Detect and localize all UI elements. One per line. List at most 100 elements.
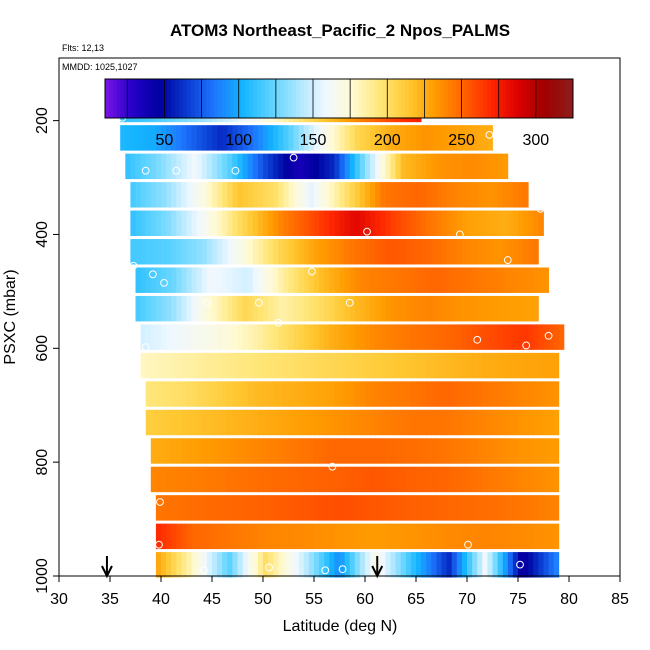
heatmap-cell bbox=[329, 495, 335, 521]
heatmap-cell bbox=[196, 239, 203, 265]
heatmap-cell bbox=[217, 409, 223, 436]
heatmap-cell bbox=[405, 153, 412, 180]
colorbar-segment bbox=[225, 79, 231, 118]
heatmap-cell bbox=[166, 466, 172, 493]
heatmap-cell bbox=[227, 523, 233, 550]
heatmap-cell bbox=[502, 552, 509, 578]
heatmap-cell bbox=[161, 381, 167, 407]
heatmap-cell bbox=[512, 239, 519, 265]
heatmap-cell bbox=[477, 552, 483, 578]
heatmap-cell bbox=[329, 552, 335, 578]
heatmap-cell bbox=[334, 409, 340, 436]
heatmap-cell bbox=[298, 466, 305, 493]
heatmap-cell bbox=[543, 381, 549, 407]
heatmap-cell bbox=[273, 381, 279, 407]
heatmap-cell bbox=[410, 352, 417, 379]
heatmap-cell bbox=[222, 295, 228, 322]
heatmap-cell bbox=[303, 523, 310, 550]
colorbar-segment bbox=[186, 79, 192, 118]
x-axis: 30 35 40 45 50 55 60 65 70 75 80 85 bbox=[50, 576, 629, 608]
heatmap-cell bbox=[395, 352, 402, 379]
heatmap-cell bbox=[492, 438, 498, 464]
heatmap-cell bbox=[533, 352, 539, 379]
heatmap-cell bbox=[176, 182, 182, 208]
heatmap-cell bbox=[288, 352, 294, 379]
heatmap-cell bbox=[314, 210, 320, 236]
heatmap-cell bbox=[426, 153, 432, 180]
heatmap-cell bbox=[416, 352, 422, 379]
heatmap-cell bbox=[405, 210, 412, 236]
heatmap-cell bbox=[176, 125, 182, 151]
heatmap-cell bbox=[472, 267, 478, 293]
heatmap-cell bbox=[487, 466, 493, 493]
heatmap-cell bbox=[436, 466, 442, 493]
heatmap-cell bbox=[487, 324, 493, 350]
colorbar-segment bbox=[537, 79, 543, 118]
heatmap-cell bbox=[426, 267, 432, 293]
heatmap-cell bbox=[334, 182, 340, 208]
heatmap-cell bbox=[268, 267, 274, 293]
heatmap-cell bbox=[339, 466, 345, 493]
heatmap-cell bbox=[477, 466, 483, 493]
heatmap-cell bbox=[166, 523, 172, 550]
heatmap-cell bbox=[365, 267, 371, 293]
heatmap-cell bbox=[492, 182, 498, 208]
heatmap-cell bbox=[523, 409, 529, 436]
heatmap-cell bbox=[196, 210, 203, 236]
heatmap-cell bbox=[257, 552, 264, 578]
heatmap-cell bbox=[380, 267, 386, 293]
heatmap-cell bbox=[467, 295, 473, 322]
heatmap-cell bbox=[451, 267, 458, 293]
x-axis-label: Latitude (deg N) bbox=[283, 618, 398, 635]
heatmap-cell bbox=[533, 466, 539, 493]
colorbar-segment bbox=[319, 79, 324, 118]
heatmap-cell bbox=[278, 182, 284, 208]
heatmap-cell bbox=[400, 495, 407, 521]
heatmap-cell bbox=[308, 352, 315, 379]
colorbar-tick-label: 200 bbox=[374, 132, 401, 149]
heatmap-cell bbox=[416, 210, 422, 236]
heatmap-cell bbox=[334, 295, 340, 322]
heatmap-cell bbox=[242, 324, 249, 350]
heatmap-cell bbox=[416, 523, 422, 550]
heatmap-cell bbox=[410, 438, 417, 464]
heatmap-cell bbox=[288, 552, 294, 578]
heatmap-cell bbox=[390, 182, 396, 208]
heatmap-cell bbox=[222, 125, 228, 151]
heatmap-cell bbox=[375, 153, 381, 180]
heatmap-cell bbox=[155, 552, 162, 578]
colorbar-segment bbox=[491, 79, 496, 118]
y-tick-label: 200 bbox=[34, 107, 51, 134]
colorbar-segment bbox=[471, 79, 476, 118]
heatmap-cell bbox=[314, 239, 320, 265]
heatmap-cell bbox=[482, 324, 488, 350]
heatmap-cell bbox=[237, 210, 243, 236]
heatmap-cell bbox=[339, 324, 345, 350]
heatmap-cell bbox=[278, 295, 284, 322]
heatmap-cell bbox=[278, 466, 284, 493]
x-tick-label: 65 bbox=[407, 591, 425, 608]
heatmap-cell bbox=[201, 267, 208, 293]
heatmap-cell bbox=[314, 153, 320, 180]
heatmap-cell bbox=[293, 381, 300, 407]
heatmap-cell bbox=[181, 495, 187, 521]
heatmap-cell bbox=[283, 352, 289, 379]
colorbar-segment bbox=[518, 79, 523, 118]
heatmap-cell bbox=[140, 295, 147, 322]
heatmap-cell bbox=[375, 295, 381, 322]
heatmap-cell bbox=[502, 409, 509, 436]
heatmap-cell bbox=[436, 324, 442, 350]
heatmap-cell bbox=[212, 153, 218, 180]
heatmap-cell bbox=[155, 523, 162, 550]
heatmap-cell bbox=[288, 438, 294, 464]
heatmap-cell bbox=[150, 409, 157, 436]
heatmap-cell bbox=[507, 324, 514, 350]
heatmap-cell bbox=[528, 239, 534, 265]
heatmap-cell bbox=[161, 552, 167, 578]
heatmap-cell bbox=[206, 409, 213, 436]
heatmap-cell bbox=[354, 466, 361, 493]
heatmap-cell bbox=[354, 182, 361, 208]
heatmap-cell bbox=[217, 295, 223, 322]
heatmap-cell bbox=[446, 239, 453, 265]
heatmap-cell bbox=[528, 438, 534, 464]
